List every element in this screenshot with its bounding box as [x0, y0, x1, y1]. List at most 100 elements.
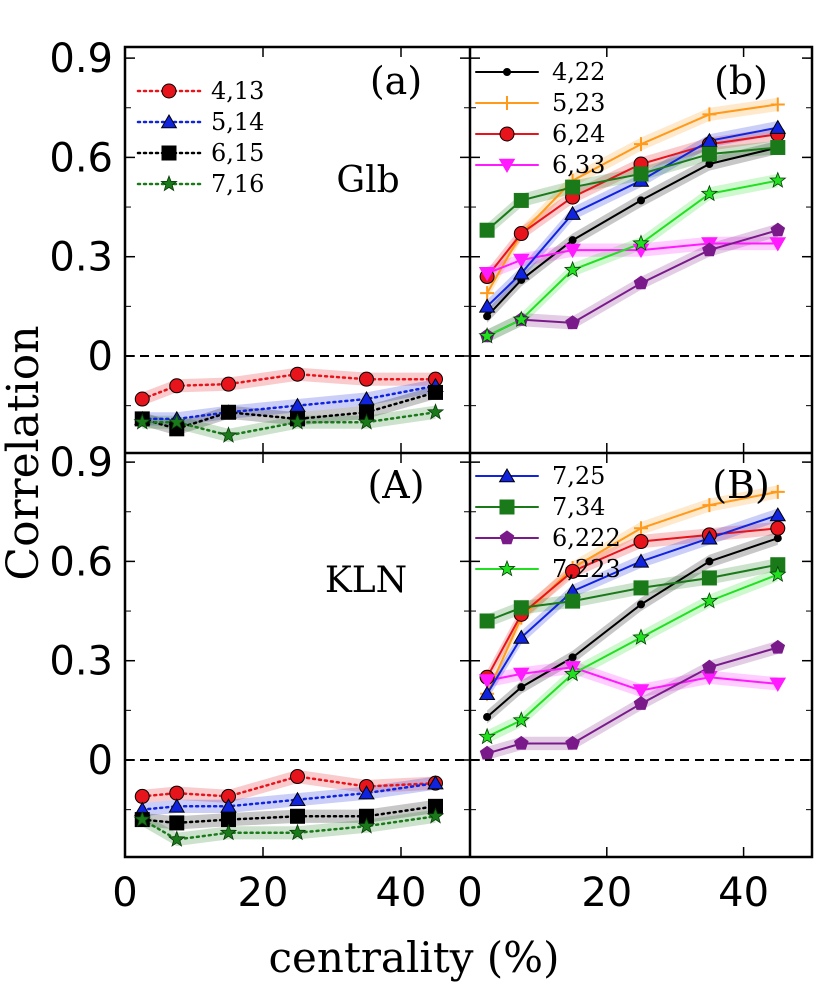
legend-b: 4,22 5,23 6,24 6,33 [475, 58, 605, 179]
x-tick-label: 0 [457, 870, 482, 916]
marker-b-7-25-0 [478, 298, 496, 313]
marker-B-7-223-4 [700, 591, 719, 609]
panel-label: (a) [370, 59, 422, 103]
legend-label: 7,16 [211, 170, 264, 198]
marker-b-7-34-3 [633, 166, 649, 182]
marker-b-7-223-2 [563, 260, 582, 278]
series-markers [133, 97, 787, 847]
marker-B-4-22-2 [568, 653, 577, 662]
legend-label: 7,34 [552, 493, 605, 521]
marker-B-6-222-2 [565, 735, 580, 750]
panel-label: (b) [714, 59, 768, 103]
legend-a: 4,13 5,14 6,15 7,16 [136, 77, 264, 198]
marker-a-7-16-3 [288, 413, 307, 430]
marker-a-7-16-0 [133, 413, 152, 430]
legend-marker [161, 145, 177, 161]
marker-B-7-223-2 [563, 664, 582, 682]
marker-A-4-13-1 [169, 785, 185, 801]
legend-marker [499, 499, 515, 515]
marker-b-5-23-0 [480, 286, 495, 301]
marker-B-4-22-1 [517, 683, 526, 692]
marker-b-7-223-0 [478, 326, 496, 344]
legend-label: 7,25 [552, 462, 605, 490]
marker-b-7-25-2 [564, 205, 581, 220]
marker-a-6-15-2 [221, 404, 236, 420]
marker-b-4-22-3 [637, 196, 645, 205]
axes [123, 45, 814, 859]
legend-label: 5,14 [211, 108, 264, 136]
marker-b-7-34-0 [479, 222, 495, 238]
band-A-7-16 [142, 809, 436, 847]
marker-B-6-222-3 [633, 696, 649, 710]
marker-A-5-14-1 [168, 798, 185, 813]
marker-b-5-23-3 [634, 137, 648, 152]
marker-b-6-222-5 [770, 222, 786, 237]
legend-marker [160, 174, 178, 192]
marker-B-7-34-4 [701, 570, 717, 586]
marker-B-6-24-5 [770, 520, 786, 536]
line-B-6-33 [486, 666, 779, 692]
marker-b-6-24-1 [513, 226, 529, 242]
marker-B-7-25-4 [701, 530, 718, 545]
y-tick-label: 0.9 [49, 440, 113, 486]
marker-B-5-23-5 [770, 484, 785, 499]
marker-b-7-223-1 [512, 310, 530, 328]
marker-a-7-16-5 [426, 403, 445, 420]
marker-b-6-222-4 [702, 242, 717, 257]
model-label-glb: Glb [336, 160, 399, 201]
line-B-5-23 [486, 490, 779, 695]
marker-b-6-222-3 [633, 275, 649, 290]
marker-b-6-33-1 [513, 253, 530, 268]
x-tick-label: 0 [112, 870, 137, 916]
marker-B-6-24-2 [565, 563, 581, 579]
band-B-4-22 [487, 531, 778, 724]
legend-label: 4,22 [552, 58, 605, 86]
marker-B-4-22-3 [637, 600, 645, 609]
marker-A-4-13-3 [290, 769, 305, 785]
line-a-5-14 [141, 384, 437, 421]
marker-B-7-25-5 [769, 507, 787, 522]
marker-b-6-222-2 [565, 315, 580, 330]
legend-label: 5,23 [552, 89, 605, 117]
legend-label: 7,223 [552, 555, 621, 583]
marker-B-4-22-0 [483, 712, 492, 721]
marker-a-7-16-1 [167, 413, 186, 430]
x-tick-label: 40 [718, 870, 769, 916]
marker-B-7-34-0 [479, 613, 495, 629]
marker-a-4-13-0 [134, 391, 150, 407]
marker-a-4-13-2 [221, 376, 236, 392]
legend-label: 6,33 [552, 151, 605, 179]
uncertainty-bands [142, 97, 778, 847]
marker-B-7-223-5 [769, 565, 787, 583]
marker-A-7-16-3 [288, 823, 307, 841]
marker-B-7-223-3 [632, 628, 650, 645]
marker-b-6-33-2 [564, 243, 581, 259]
x-axis-label: centrality (%) [269, 933, 560, 982]
band-b-7-223 [487, 173, 778, 343]
marker-b-6-33-0 [478, 267, 496, 282]
marker-B-5-23-4 [702, 498, 717, 513]
y-tick-label: 0.6 [49, 135, 113, 181]
marker-B-7-223-0 [478, 727, 496, 745]
marker-A-5-14-5 [427, 775, 444, 790]
marker-b-7-223-5 [769, 171, 787, 188]
marker-b-4-22-2 [568, 236, 577, 245]
line-b-7-223 [486, 179, 779, 338]
line-A-5-14 [141, 781, 437, 811]
marker-B-6-33-3 [632, 684, 650, 699]
marker-b-7-223-3 [632, 234, 650, 251]
legend-label: 4,13 [211, 77, 264, 105]
marker-A-7-16-2 [219, 823, 238, 841]
marker-a-4-13-1 [169, 378, 185, 394]
legend-label: 6,24 [552, 120, 605, 148]
marker-B-6-222-4 [702, 659, 717, 674]
labels: 0.9 0.6 0.3 0 0.9 0.6 0.3 0 0 20 40 0 20 40 centrality… [0, 36, 770, 982]
line-B-7-223 [486, 573, 779, 738]
legend-marker [161, 83, 177, 99]
marker-b-7-34-1 [513, 192, 529, 208]
marker-B-6-222-1 [514, 735, 529, 750]
marker-A-7-16-4 [357, 817, 376, 834]
legend-marker [160, 114, 178, 129]
marker-B-6-33-1 [513, 667, 530, 682]
